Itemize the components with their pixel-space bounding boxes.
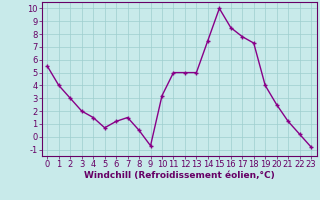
X-axis label: Windchill (Refroidissement éolien,°C): Windchill (Refroidissement éolien,°C) [84,171,275,180]
